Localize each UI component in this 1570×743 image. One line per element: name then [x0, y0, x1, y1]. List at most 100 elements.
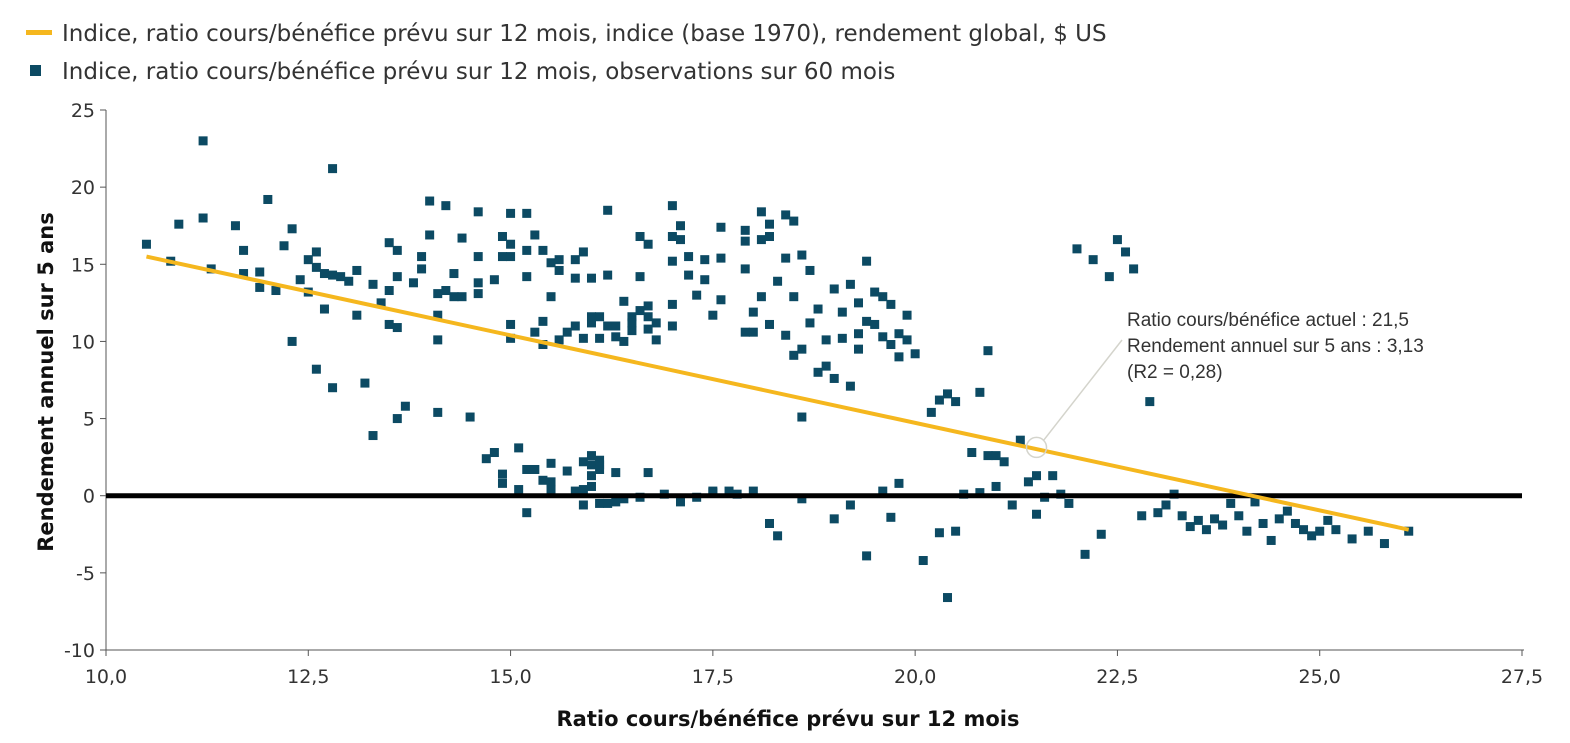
- data-point: [894, 329, 904, 339]
- data-point: [643, 324, 653, 334]
- data-point: [1080, 549, 1090, 559]
- y-tick-label: 15: [71, 254, 95, 276]
- data-point: [311, 364, 321, 374]
- data-point: [797, 412, 807, 422]
- data-point: [1307, 531, 1317, 541]
- data-point: [764, 219, 774, 229]
- data-point: [643, 301, 653, 311]
- data-point: [797, 250, 807, 260]
- data-point: [627, 326, 637, 336]
- data-point: [392, 323, 402, 333]
- data-point: [603, 205, 613, 215]
- data-point: [279, 241, 289, 251]
- data-point: [384, 238, 394, 248]
- data-point: [635, 272, 645, 282]
- legend: Indice, ratio cours/bénéfice prévu sur 1…: [26, 21, 1107, 85]
- legend-line-label: Indice, ratio cours/bénéfice prévu sur 1…: [62, 21, 1107, 47]
- annotation-line-1: Ratio cours/bénéfice actuel : 21,5: [1127, 310, 1409, 331]
- data-point: [595, 455, 605, 465]
- data-point: [271, 286, 281, 296]
- data-point: [1299, 525, 1309, 535]
- data-point: [716, 253, 726, 263]
- data-point: [716, 222, 726, 232]
- data-point: [376, 298, 386, 308]
- data-point: [1177, 511, 1187, 521]
- annotation: Ratio cours/bénéfice actuel : 21,5 Rende…: [1025, 310, 1424, 459]
- data-point: [1007, 500, 1017, 510]
- data-point: [538, 245, 548, 255]
- data-point: [497, 478, 507, 488]
- data-point: [708, 310, 718, 320]
- x-tick-label: 12,5: [287, 666, 329, 688]
- data-point: [675, 235, 685, 245]
- data-point: [384, 286, 394, 296]
- data-point: [255, 267, 265, 277]
- data-point: [797, 494, 807, 504]
- data-point: [506, 319, 516, 329]
- data-point: [854, 329, 864, 339]
- data-point: [554, 265, 564, 275]
- data-point: [141, 239, 151, 249]
- data-point: [1137, 511, 1147, 521]
- data-point: [651, 318, 661, 328]
- data-point: [546, 458, 556, 468]
- data-point: [352, 265, 362, 275]
- data-point: [805, 265, 815, 275]
- data-point: [991, 481, 1001, 491]
- data-point: [1274, 514, 1284, 524]
- data-point: [894, 478, 904, 488]
- data-point: [902, 335, 912, 345]
- data-point: [198, 213, 208, 223]
- data-point: [675, 221, 685, 231]
- data-point: [1331, 525, 1341, 535]
- data-point: [1145, 397, 1155, 407]
- data-point: [538, 316, 548, 326]
- data-point: [748, 327, 758, 337]
- annotation-line-2: Rendement annuel sur 5 ans : 3,13: [1127, 336, 1424, 357]
- data-point: [1112, 235, 1122, 245]
- data-point: [692, 290, 702, 300]
- data-point: [1088, 255, 1098, 265]
- data-point: [667, 232, 677, 242]
- data-point: [497, 252, 507, 262]
- data-point: [287, 336, 297, 346]
- data-point: [627, 318, 637, 328]
- data-point: [764, 518, 774, 528]
- data-point: [724, 486, 734, 496]
- data-point: [530, 327, 540, 337]
- y-axis-title: Rendement annuel sur 5 ans: [34, 212, 58, 552]
- data-point: [489, 275, 499, 285]
- data-point: [562, 327, 572, 337]
- data-point: [675, 497, 685, 507]
- data-point: [870, 287, 880, 297]
- data-point: [255, 282, 265, 292]
- data-point: [433, 289, 443, 299]
- data-point: [392, 414, 402, 424]
- data-point: [360, 378, 370, 388]
- data-point: [578, 247, 588, 257]
- data-point: [328, 383, 338, 393]
- trend-line: [146, 254, 1410, 532]
- data-point: [595, 312, 605, 322]
- data-point: [773, 531, 783, 541]
- annotation-leader-line: [1042, 339, 1123, 441]
- data-point: [538, 475, 548, 485]
- data-point: [1363, 526, 1373, 536]
- data-point: [878, 292, 888, 302]
- data-point: [789, 350, 799, 360]
- data-point: [400, 401, 410, 411]
- data-point: [578, 457, 588, 467]
- data-point: [651, 335, 661, 345]
- data-point: [700, 255, 710, 265]
- data-point: [619, 494, 629, 504]
- x-tick-label: 17,5: [692, 666, 734, 688]
- data-point: [837, 333, 847, 343]
- data-point: [311, 262, 321, 272]
- data-point: [611, 468, 621, 478]
- data-point: [230, 221, 240, 231]
- data-point: [1234, 511, 1244, 521]
- data-point: [514, 485, 524, 495]
- data-point: [740, 264, 750, 274]
- data-point: [506, 333, 516, 343]
- x-tick-label: 20,0: [894, 666, 936, 688]
